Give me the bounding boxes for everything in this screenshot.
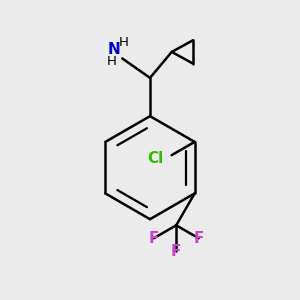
Text: N: N [107, 42, 120, 57]
Text: F: F [171, 244, 181, 259]
Text: H: H [119, 36, 129, 49]
Text: Cl: Cl [147, 151, 164, 166]
Text: H: H [107, 55, 117, 68]
Text: F: F [148, 231, 159, 246]
Text: F: F [194, 231, 204, 246]
